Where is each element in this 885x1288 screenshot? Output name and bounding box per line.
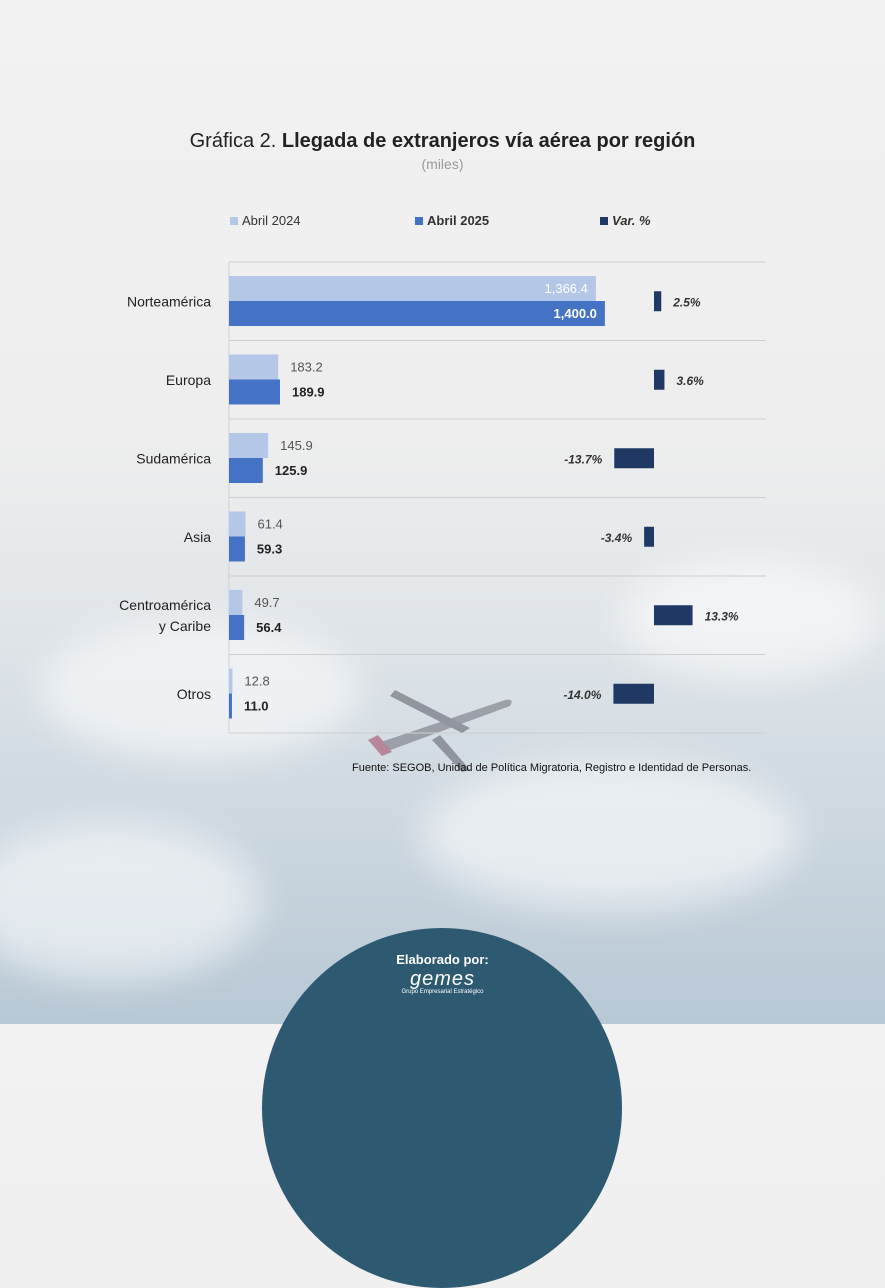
data-label-2025: 11.0	[244, 699, 269, 714]
var-bar	[614, 448, 654, 469]
data-label-2024: 1,366.4	[545, 281, 588, 296]
legend-item-var: Var. %	[600, 213, 651, 228]
var-bar	[654, 605, 693, 626]
gemes-logo: gemes Grupo Empresarial Estratégico	[0, 968, 885, 995]
category-label: y Caribe	[159, 618, 211, 634]
category-label: Otros	[177, 686, 211, 702]
legend-label-2024: Abril 2024	[242, 213, 301, 228]
data-label-2024: 183.2	[290, 360, 323, 375]
bar-2024	[229, 590, 243, 615]
data-label-2025: 56.4	[256, 620, 282, 635]
legend-item-2024: Abril 2024	[230, 213, 301, 228]
logo-subtext: Grupo Empresarial Estratégico	[401, 989, 484, 995]
cloud-decoration	[420, 760, 800, 910]
bar-chart: Norteamérica 1,366.4 1,400.0 2.5% Europa 183.…	[119, 261, 766, 772]
bar-2025	[229, 301, 605, 326]
category-label: Centroamérica	[119, 597, 211, 613]
var-label: -3.4%	[601, 531, 633, 545]
category-label: Europa	[166, 372, 211, 388]
var-label: 2.5%	[672, 295, 701, 309]
legend-label-2025: Abril 2025	[427, 213, 490, 228]
bar-2024	[229, 354, 279, 380]
var-bar	[654, 369, 665, 390]
source-note: Fuente: SEGOB, Unidad de Política Migrat…	[352, 762, 752, 774]
category-label: Norteamérica	[127, 293, 211, 309]
bar-2024	[229, 668, 233, 694]
airplane-icon	[368, 690, 512, 772]
footer-label: Elaborado por:	[396, 952, 489, 967]
legend-swatch-var	[600, 216, 608, 225]
legend-swatch-2025	[415, 216, 423, 225]
cloud-decoration	[40, 620, 360, 760]
chart-subtitle: (miles)	[421, 156, 464, 172]
data-label-2024: 145.9	[280, 438, 313, 453]
var-bar	[654, 291, 662, 312]
legend-swatch-2024	[230, 216, 238, 225]
data-label-2024: 49.7	[254, 595, 279, 610]
data-label-2025: 1,400.0	[554, 306, 597, 321]
bar-2025	[229, 379, 280, 405]
category-label: Asia	[184, 529, 211, 545]
logo-text: gemes	[409, 968, 476, 990]
bar-2025	[229, 693, 232, 719]
data-label-2024: 12.8	[244, 674, 269, 689]
category-label: Sudamérica	[136, 450, 211, 466]
bar-2025	[229, 615, 245, 640]
bar-2025	[229, 458, 263, 483]
title-prefix: Gráfica 2.	[189, 130, 277, 152]
var-label: -14.0%	[563, 688, 601, 702]
var-bar	[613, 683, 654, 704]
data-label-2025: 125.9	[275, 463, 308, 478]
bar-2024	[229, 276, 596, 301]
var-label: 13.3%	[705, 609, 739, 623]
var-label: -13.7%	[564, 452, 602, 466]
title-main: Llegada de extranjeros vía aérea por reg…	[281, 130, 696, 152]
data-label-2025: 189.9	[292, 385, 325, 400]
data-label-2025: 59.3	[257, 542, 282, 557]
data-label-2024: 61.4	[257, 517, 282, 532]
chart-title: Gráfica 2. Llegada de extranjeros vía aé…	[0, 130, 885, 153]
legend-item-2025: Abril 2025	[415, 213, 489, 228]
legend-label-var: Var. %	[612, 213, 651, 228]
var-bar	[644, 526, 654, 547]
bar-2024	[229, 511, 246, 537]
var-label: 3.6%	[676, 374, 704, 388]
cloud-decoration	[0, 820, 260, 980]
bar-2025	[229, 536, 245, 562]
bar-2024	[229, 433, 269, 458]
